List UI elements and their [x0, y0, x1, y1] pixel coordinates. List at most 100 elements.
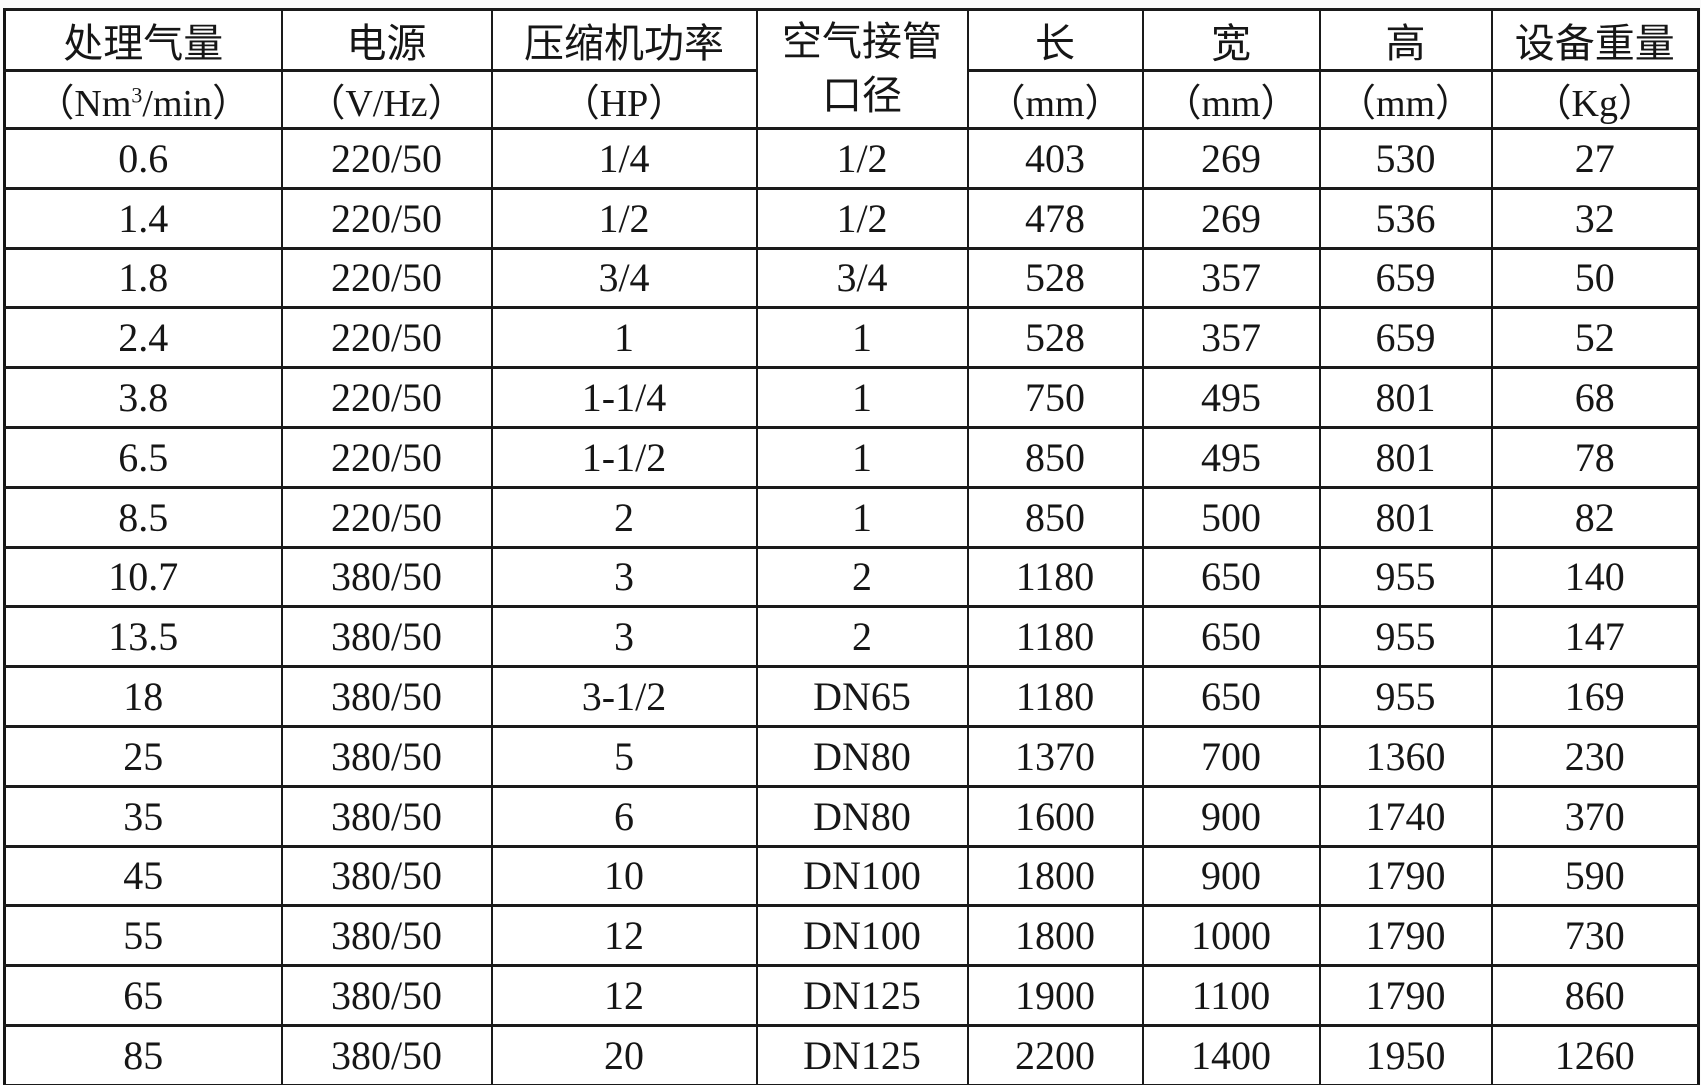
table-cell: 1 — [755, 485, 969, 549]
table-cell: DN125 — [755, 1023, 969, 1085]
table-cell: 10 — [490, 844, 758, 908]
table-cell: 13.5 — [3, 605, 283, 669]
table-cell: 12 — [490, 964, 758, 1027]
table-cell: 955 — [1318, 605, 1493, 669]
table-body: 0.6 220/50 1/4 1/2 403 269 530 27 1.4 220/50 1/2 1/… — [3, 127, 1700, 1085]
header-width-unit: （mm） — [1141, 69, 1321, 130]
table-cell: 3.8 — [3, 366, 283, 429]
table-cell: 1260 — [1490, 1023, 1700, 1085]
table-cell: 1/2 — [755, 127, 969, 190]
table-cell: 590 — [1490, 844, 1700, 908]
table-cell: 230 — [1490, 724, 1700, 788]
table-cell: 801 — [1318, 366, 1493, 429]
table-cell: 1 — [755, 425, 969, 489]
flow-unit-suffix: /min） — [142, 83, 251, 125]
table-cell: DN80 — [755, 724, 969, 788]
table-cell: 1360 — [1318, 724, 1493, 788]
table-cell: 220/50 — [280, 485, 493, 549]
table-cell: 730 — [1490, 904, 1700, 968]
table-cell: 8.5 — [3, 485, 283, 549]
table-row: 3.8 220/50 1-1/4 1 750 495 801 68 — [3, 366, 1700, 429]
table-cell: 380/50 — [280, 605, 493, 669]
table-cell: 1800 — [966, 904, 1144, 968]
table-row: 8.5 220/50 2 1 850 500 801 82 — [3, 485, 1700, 549]
table-cell: 403 — [966, 127, 1144, 190]
table-cell: 140 — [1490, 545, 1700, 609]
table-cell: 536 — [1318, 186, 1493, 250]
table-cell: 900 — [1141, 844, 1321, 908]
table-cell: 3-1/2 — [490, 665, 758, 728]
table-cell: 1180 — [966, 545, 1144, 609]
table-row: 25 380/50 5 DN80 1370 700 1360 230 — [3, 724, 1700, 788]
table-cell: 528 — [966, 306, 1144, 370]
table-cell: 45 — [3, 844, 283, 908]
header-power-unit: （V/Hz） — [280, 69, 493, 130]
table-cell: 82 — [1490, 485, 1700, 549]
table-cell: 1790 — [1318, 964, 1493, 1027]
table-cell: 650 — [1141, 605, 1321, 669]
table-cell: 2 — [755, 545, 969, 609]
table-cell: 18 — [3, 665, 283, 728]
flow-unit-prefix: （Nm — [36, 83, 132, 125]
table-cell: 1800 — [966, 844, 1144, 908]
table-cell: 269 — [1141, 127, 1321, 190]
table-cell: 1.8 — [3, 246, 283, 310]
table-cell: 52 — [1490, 306, 1700, 370]
table-cell: 12 — [490, 904, 758, 968]
table-cell: 650 — [1141, 665, 1321, 728]
table-row: 1.8 220/50 3/4 3/4 528 357 659 50 — [3, 246, 1700, 310]
table-cell: 3 — [490, 605, 758, 669]
table-cell: 370 — [1490, 784, 1700, 848]
table-cell: 1000 — [1141, 904, 1321, 968]
table-row: 45 380/50 10 DN100 1800 900 1790 590 — [3, 844, 1700, 908]
table-cell: 357 — [1141, 246, 1321, 310]
table-cell: 1180 — [966, 665, 1144, 728]
table-cell: 5 — [490, 724, 758, 788]
table-cell: 1100 — [1141, 964, 1321, 1027]
table-cell: 380/50 — [280, 784, 493, 848]
table-row: 85 380/50 20 DN125 2200 1400 1950 1260 — [3, 1023, 1700, 1085]
table-cell: 6 — [490, 784, 758, 848]
table-row: 2.4 220/50 1 1 528 357 659 52 — [3, 306, 1700, 370]
table-cell: 1740 — [1318, 784, 1493, 848]
table-cell: 700 — [1141, 724, 1321, 788]
header-compressor-title: 压缩机功率 — [490, 8, 758, 72]
table-row: 0.6 220/50 1/4 1/2 403 269 530 27 — [3, 127, 1700, 190]
table-cell: 1600 — [966, 784, 1144, 848]
table-cell: 955 — [1318, 545, 1493, 609]
table-cell: 2200 — [966, 1023, 1144, 1085]
table-cell: 1-1/2 — [490, 425, 758, 489]
header-pipe-line2: 口径 — [822, 73, 902, 118]
table-cell: 2 — [755, 605, 969, 669]
table-cell: 35 — [3, 784, 283, 848]
table-cell: 1-1/4 — [490, 366, 758, 429]
table-cell: 380/50 — [280, 724, 493, 788]
table-cell: 955 — [1318, 665, 1493, 728]
table-cell: 1 — [755, 366, 969, 429]
table-cell: 380/50 — [280, 665, 493, 728]
table-cell: 169 — [1490, 665, 1700, 728]
table-cell: 220/50 — [280, 127, 493, 190]
table-cell: 78 — [1490, 425, 1700, 489]
header-flow-title: 处理气量 — [3, 8, 283, 72]
table-cell: 900 — [1141, 784, 1321, 848]
table-cell: 6.5 — [3, 425, 283, 489]
table-cell: 65 — [3, 964, 283, 1027]
table-cell: 85 — [3, 1023, 283, 1085]
table-cell: 20 — [490, 1023, 758, 1085]
table-cell: 860 — [1490, 964, 1700, 1027]
table-cell: 50 — [1490, 246, 1700, 310]
table-cell: 147 — [1490, 605, 1700, 669]
table-cell: 380/50 — [280, 1023, 493, 1085]
header-title-row: 处理气量 电源 压缩机功率 空气接管 口径 长 宽 高 设备重量 — [3, 8, 1700, 130]
table-cell: DN65 — [755, 665, 969, 728]
table-cell: 3/4 — [490, 246, 758, 310]
table-cell: 801 — [1318, 485, 1493, 549]
table-cell: 1/2 — [490, 186, 758, 250]
table-cell: 380/50 — [280, 545, 493, 609]
table-cell: 1.4 — [3, 186, 283, 250]
header-width-title: 宽 — [1141, 8, 1321, 72]
flow-unit-superscript: 3 — [131, 82, 143, 108]
table-row: 1.4 220/50 1/2 1/2 478 269 536 32 — [3, 186, 1700, 250]
